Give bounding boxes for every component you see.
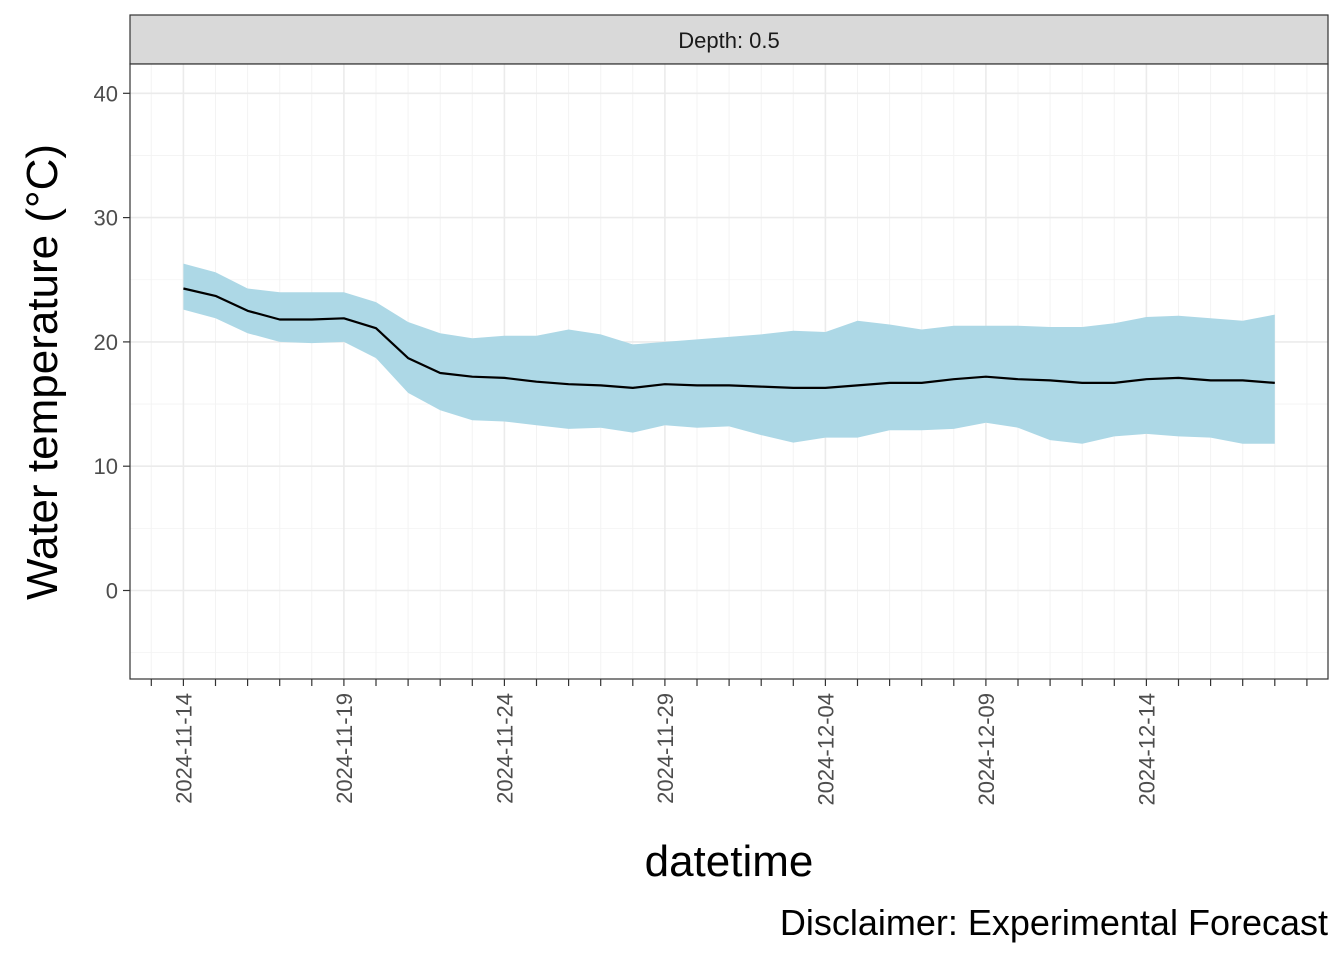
y-tick-label: 40 xyxy=(94,81,118,106)
x-tick-label: 2024-11-14 xyxy=(171,693,196,804)
x-tick-label: 2024-11-29 xyxy=(653,693,678,804)
x-tick-label: 2024-12-14 xyxy=(1134,693,1159,806)
facet-strip xyxy=(129,14,1329,65)
x-tick-label: 2024-12-04 xyxy=(813,693,838,806)
line-layer xyxy=(183,287,1275,389)
x-tick-label: 2024-11-24 xyxy=(492,693,517,804)
disclaimer-caption: Disclaimer: Experimental Forecast xyxy=(780,902,1328,943)
y-axis-title: Water temperature (°C) xyxy=(18,144,67,600)
y-axis: 0 10 20 30 40 xyxy=(94,81,130,604)
x-tick-label: 2024-11-19 xyxy=(332,693,357,804)
y-tick-label: 10 xyxy=(94,454,118,479)
x-axis-title: datetime xyxy=(645,837,814,886)
x-tick-label: 2024-12-09 xyxy=(974,693,999,806)
y-tick-label: 20 xyxy=(94,330,118,355)
y-tick-label: 30 xyxy=(94,206,118,231)
forecast-interval-ribbon xyxy=(183,263,1275,444)
x-axis: 2024-11-14 2024-11-19 2024-11-24 2024-11-29… xyxy=(150,679,1308,806)
facet-strip-label: Depth: 0.5 xyxy=(678,28,780,53)
forecast-mean-line xyxy=(183,287,1275,389)
ribbon-layer xyxy=(183,263,1275,444)
y-tick-label: 0 xyxy=(106,579,118,604)
